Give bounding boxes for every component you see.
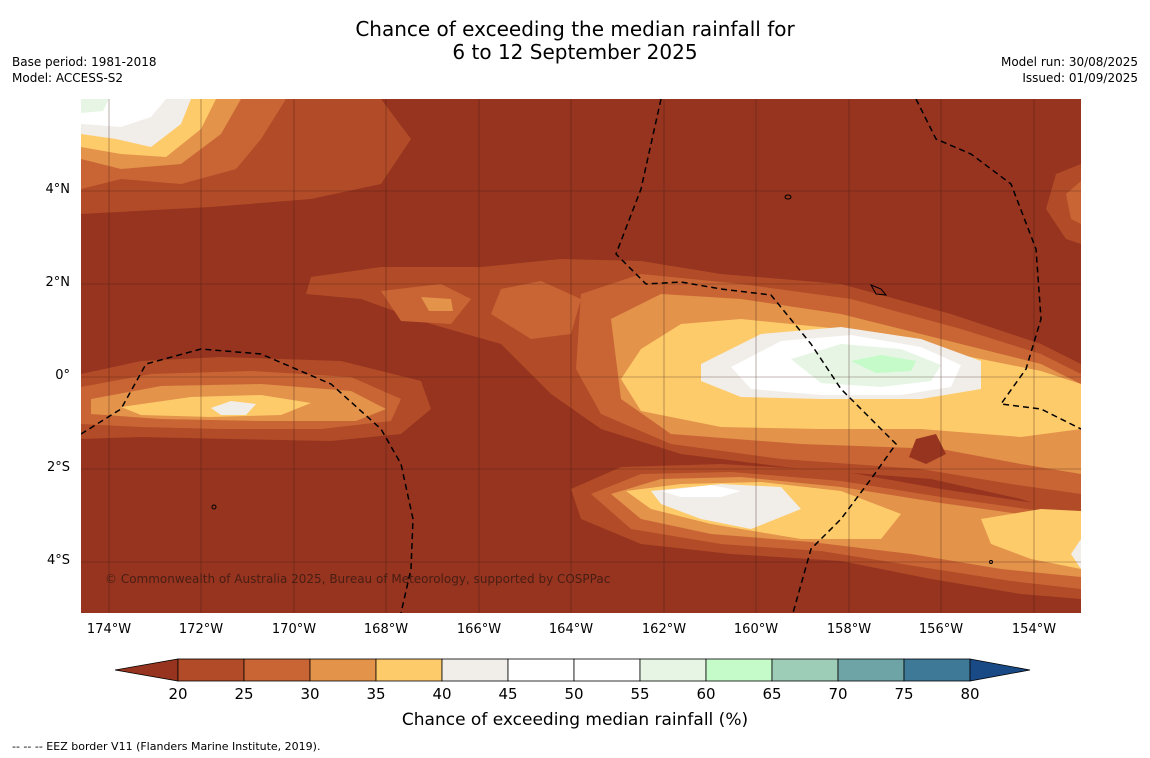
- ne-patch-25: [1046, 164, 1081, 244]
- colorbar-segment: [771, 658, 839, 682]
- colorbar-segment: [177, 658, 245, 682]
- lon-label-170w: 170°W: [271, 622, 317, 637]
- colorbar-tick-label: 25: [234, 685, 254, 703]
- title-line-2: 6 to 12 September 2025: [452, 40, 698, 64]
- copyright-notice: © Commonwealth of Australia 2025, Bureau…: [105, 572, 611, 586]
- colorbar-tick-label: 80: [960, 685, 980, 703]
- colorbar-segment: [507, 658, 575, 682]
- colorbar-tick-label: 55: [630, 685, 650, 703]
- model-run: Model run: 30/08/2025: [1000, 55, 1138, 69]
- lat-label-4n: 4°N: [45, 182, 71, 197]
- colorbar-tick-label: 50: [564, 685, 584, 703]
- lat-label-4s: 4°S: [46, 553, 70, 568]
- colorbar-tick-label: 40: [432, 685, 452, 703]
- title-line-1: Chance of exceeding the median rainfall …: [355, 17, 795, 41]
- dry-pocket: [909, 434, 946, 464]
- colorbar-arrow-right: [969, 658, 1031, 682]
- map-canvas: [81, 99, 1081, 613]
- lon-label-164w: 164°W: [548, 622, 594, 637]
- lat-label-0: 0°: [55, 368, 70, 383]
- model-name: Model: ACCESS-S2: [12, 71, 124, 85]
- issued-date: Issued: 01/09/2025: [1022, 71, 1138, 85]
- lon-label-172w: 172°W: [178, 622, 224, 637]
- lon-label-160w: 160°W: [733, 622, 779, 637]
- meta-right: Model run: 30/08/2025 Issued: 01/09/2025: [1001, 54, 1138, 86]
- colorbar-segment: [705, 658, 773, 682]
- colorbar-segment: [441, 658, 509, 682]
- rainfall-map: [81, 99, 1081, 613]
- colorbar-segment: [573, 658, 641, 682]
- colorbar-tick-label: 20: [168, 685, 188, 703]
- north-band-60: [81, 99, 109, 113]
- colorbar-tick-label: 30: [300, 685, 320, 703]
- lon-label-162w: 162°W: [641, 622, 687, 637]
- colorbar-segment: [375, 658, 443, 682]
- lon-label-174w: 174°W: [86, 622, 132, 637]
- chart-title: Chance of exceeding the median rainfall …: [0, 18, 1150, 64]
- colorbar-segment: [639, 658, 707, 682]
- south-band-45: [651, 484, 1081, 569]
- colorbar-tick-label: 65: [762, 685, 782, 703]
- central-band-65: [851, 355, 916, 373]
- colorbar-segment: [837, 658, 905, 682]
- eez-borders: [81, 99, 1081, 613]
- lon-label-156w: 156°W: [918, 622, 964, 637]
- lat-label-2s: 2°S: [46, 460, 70, 475]
- west-band-45: [211, 401, 256, 415]
- grid-lines: [81, 99, 1081, 613]
- meta-left: Base period: 1981-2018 Model: ACCESS-S2: [12, 54, 157, 86]
- colorbar-tick-label: 75: [894, 685, 914, 703]
- base-period: Base period: 1981-2018: [12, 55, 157, 69]
- colorbar-segment: [309, 658, 377, 682]
- lon-label-168w: 168°W: [363, 622, 409, 637]
- colorbar-tick-label: 35: [366, 685, 386, 703]
- lon-label-154w: 154°W: [1011, 622, 1057, 637]
- colorbar-tick-label: 60: [696, 685, 716, 703]
- colorbar: [114, 658, 1031, 682]
- lon-label-158w: 158°W: [826, 622, 872, 637]
- colorbar-segment: [903, 658, 971, 682]
- ne-patch-30: [1066, 181, 1081, 224]
- lon-label-166w: 166°W: [456, 622, 502, 637]
- south-band-50: [661, 485, 741, 497]
- lat-label-2n: 2°N: [45, 275, 71, 290]
- colorbar-arrow-left: [114, 658, 179, 682]
- colorbar-label: Chance of exceeding median rainfall (%): [401, 710, 749, 730]
- colorbar-tick-label: 45: [498, 685, 518, 703]
- colorbar-segment: [243, 658, 311, 682]
- west-band-40: [121, 395, 311, 417]
- islands: [211, 194, 993, 564]
- colorbar-tick-label: 70: [828, 685, 848, 703]
- eez-footnote: -- -- -- EEZ border V11 (Flanders Marine…: [12, 740, 321, 753]
